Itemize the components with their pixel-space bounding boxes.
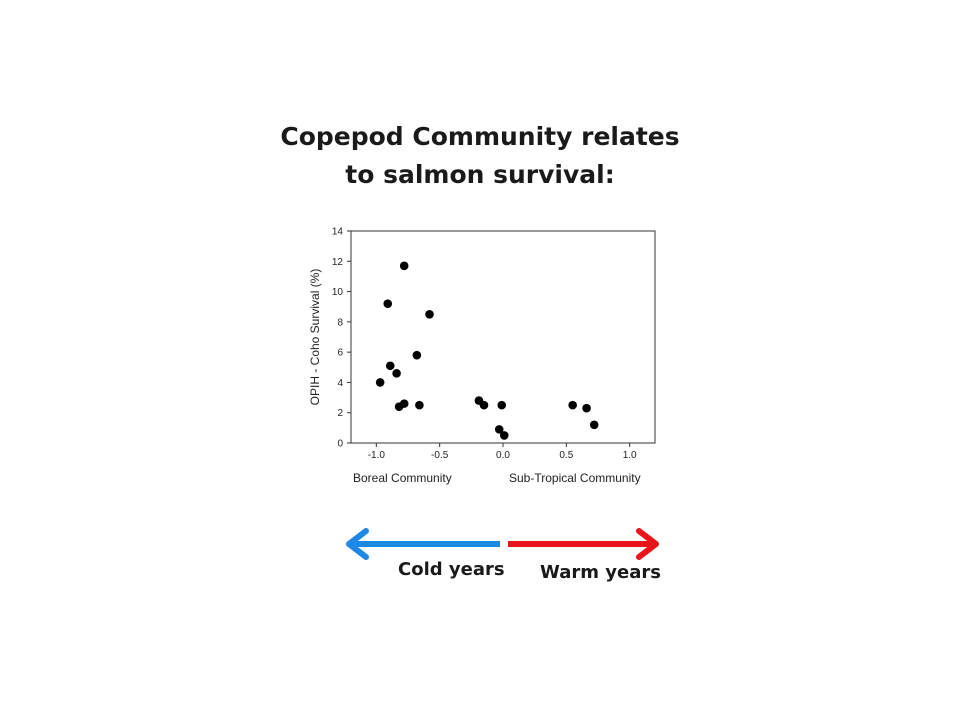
y-tick-label: 6 bbox=[337, 348, 343, 359]
title-line-2: to salmon survival: bbox=[345, 160, 615, 189]
subtropical-community-label: Sub-Tropical Community bbox=[509, 471, 641, 485]
cold-arrow bbox=[346, 528, 500, 560]
warm-arrow bbox=[508, 528, 659, 560]
data-point bbox=[385, 361, 395, 371]
title-line-1: Copepod Community relates bbox=[280, 122, 680, 151]
data-point bbox=[494, 425, 504, 434]
y-tick-label: 2 bbox=[337, 408, 343, 419]
data-point bbox=[568, 400, 577, 410]
y-tick-label: 14 bbox=[332, 227, 344, 238]
data-point bbox=[479, 400, 489, 410]
x-tick-label: 0.0 bbox=[496, 450, 510, 461]
y-axis-label: OPIH - Coho Survival (%) bbox=[308, 269, 322, 406]
data-point bbox=[412, 350, 422, 360]
x-tick-label: 1.0 bbox=[623, 450, 637, 461]
data-point bbox=[415, 400, 424, 410]
x-tick-label: -0.5 bbox=[431, 450, 449, 461]
warm-years-label: Warm years bbox=[540, 562, 661, 583]
x-tick-label: 0.5 bbox=[559, 450, 573, 461]
cold-years-label: Cold years bbox=[398, 559, 505, 580]
y-tick-label: 12 bbox=[332, 257, 344, 268]
boreal-community-label: Boreal Community bbox=[353, 471, 452, 485]
data-point bbox=[497, 400, 507, 410]
y-tick-label: 10 bbox=[332, 287, 344, 298]
page-title: Copepod Community relates to salmon surv… bbox=[0, 118, 960, 194]
data-point bbox=[425, 309, 434, 319]
data-point bbox=[383, 299, 393, 308]
y-tick-label: 4 bbox=[337, 378, 343, 389]
data-point bbox=[399, 261, 409, 271]
data-point bbox=[394, 402, 404, 411]
y-tick-label: 0 bbox=[337, 439, 343, 450]
data-point bbox=[499, 431, 509, 440]
data-point bbox=[589, 420, 599, 430]
y-tick-label: 8 bbox=[337, 317, 343, 328]
data-point bbox=[375, 378, 385, 387]
x-tick-label: -1.0 bbox=[368, 450, 386, 461]
data-point bbox=[582, 403, 591, 413]
data-point bbox=[392, 369, 401, 378]
